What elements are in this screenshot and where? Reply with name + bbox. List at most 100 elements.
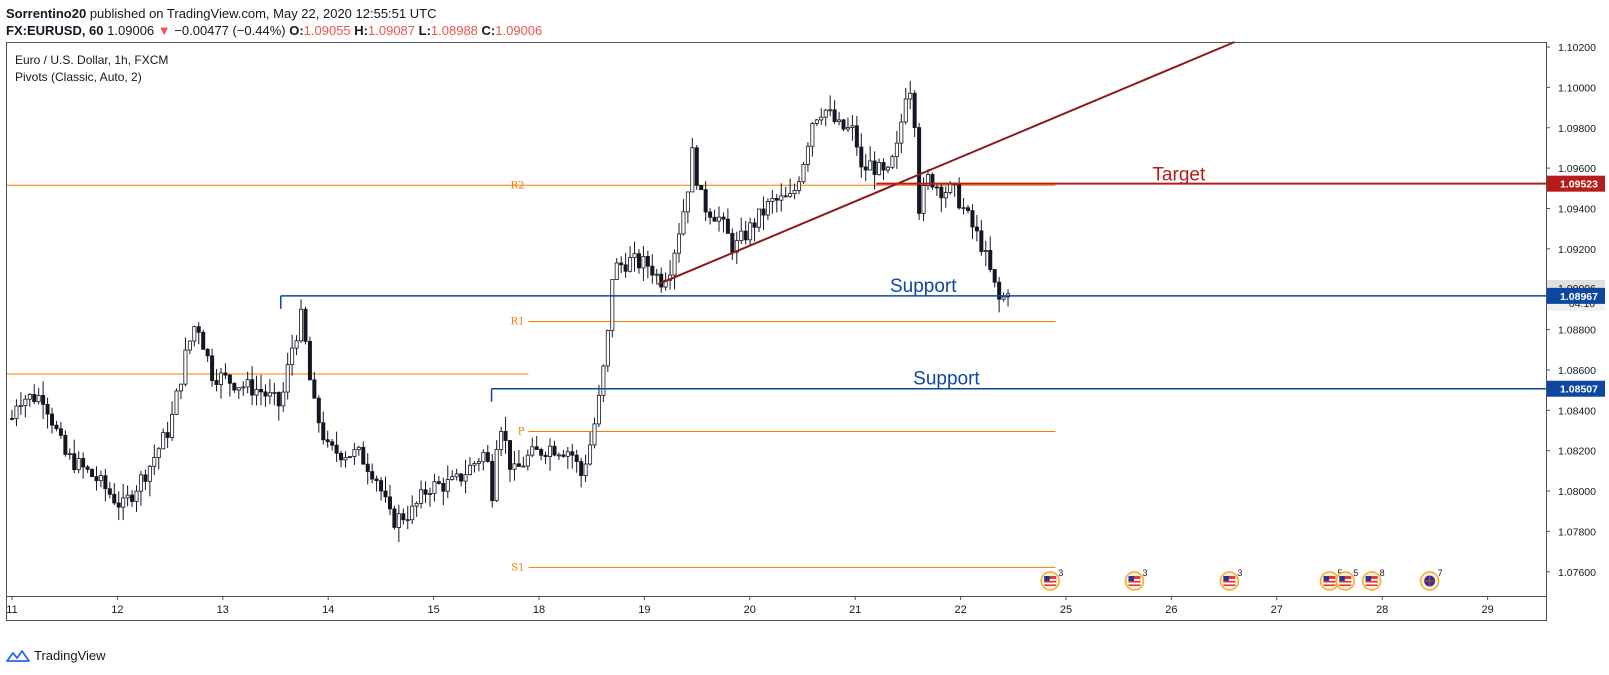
flag-stripe bbox=[1323, 582, 1336, 585]
drawings[interactable]: Support Support Target bbox=[280, 41, 1546, 402]
candle-body bbox=[574, 454, 579, 462]
y-tick-label: 1.10200 bbox=[1558, 42, 1596, 54]
x-tick-label: 15 bbox=[427, 604, 439, 616]
candle-body bbox=[672, 252, 677, 276]
candle-body bbox=[476, 461, 481, 464]
indicator-title[interactable]: Pivots (Classic, Auto, 2) bbox=[15, 70, 142, 84]
candle-body bbox=[921, 185, 926, 214]
chart-frame bbox=[6, 42, 1547, 621]
y-tick-label: 1.08800 bbox=[1558, 325, 1596, 337]
candle-body bbox=[832, 109, 837, 123]
candle-body bbox=[983, 250, 988, 252]
candle-body bbox=[512, 463, 517, 470]
candle-body bbox=[472, 463, 477, 466]
event-count: 5 bbox=[1353, 568, 1358, 578]
y-tick-label: 1.07600 bbox=[1558, 567, 1596, 579]
candle-body bbox=[383, 490, 388, 498]
y-tick-label: 1.09400 bbox=[1558, 203, 1596, 215]
x-tick-label: 21 bbox=[849, 604, 861, 616]
candle-body bbox=[903, 98, 908, 123]
us-flag-icon[interactable]: 5 bbox=[1319, 568, 1343, 591]
time-axis[interactable]: 11 12 13 14 15 18 19 20 21 22 25 26 27 28 29 bbox=[6, 596, 1494, 616]
us-flag-icon[interactable]: 8 bbox=[1361, 568, 1385, 591]
candle-body bbox=[45, 404, 50, 415]
series-title[interactable]: Euro / U.S. Dollar, 1h, FXCM bbox=[15, 53, 169, 67]
economic-events[interactable]: 3 3 3 55 8 7 bbox=[1040, 568, 1443, 591]
candle-body bbox=[321, 422, 326, 441]
candle-body bbox=[41, 395, 46, 405]
event-count: 8 bbox=[1380, 568, 1385, 578]
candle-body bbox=[503, 431, 508, 441]
candle-body bbox=[752, 222, 757, 228]
x-tick-label: 11 bbox=[6, 604, 17, 616]
candle-body bbox=[276, 392, 281, 407]
last-price: 1.09006 bbox=[107, 23, 155, 38]
event-count: 3 bbox=[1058, 568, 1063, 578]
candle-body bbox=[788, 193, 793, 197]
candle-body bbox=[107, 488, 112, 495]
y-tick-label: 1.08400 bbox=[1558, 405, 1596, 417]
candle-body bbox=[121, 497, 126, 508]
tradingview-logo-icon[interactable] bbox=[6, 649, 30, 663]
target-label[interactable]: Target bbox=[1152, 165, 1206, 186]
candle-body bbox=[690, 147, 695, 193]
candle-body bbox=[459, 473, 464, 482]
candle-body bbox=[721, 216, 726, 220]
us-flag-icon[interactable]: 3 bbox=[1040, 568, 1063, 591]
us-flag-icon[interactable]: 3 bbox=[1124, 568, 1148, 591]
candle-body bbox=[236, 387, 241, 391]
support-price-tag-box bbox=[1547, 287, 1605, 304]
flag-stripe bbox=[1323, 579, 1336, 581]
target-price-tag-box bbox=[1547, 175, 1605, 192]
candle-body bbox=[948, 183, 953, 193]
y-tick-label: 1.10000 bbox=[1558, 82, 1596, 94]
author-name[interactable]: Sorrentino20 bbox=[6, 6, 87, 21]
x-tick-label: 12 bbox=[111, 604, 123, 616]
candle-body bbox=[908, 92, 913, 100]
candle-body bbox=[325, 439, 330, 443]
close-label: C: bbox=[481, 23, 496, 38]
candle-body bbox=[530, 446, 535, 456]
candle-body bbox=[76, 458, 81, 471]
x-tick-label: 25 bbox=[1060, 604, 1072, 616]
candle-body bbox=[263, 391, 268, 397]
us-flag-icon[interactable]: 5 bbox=[1335, 568, 1358, 591]
candle-body bbox=[885, 166, 890, 171]
trendline[interactable] bbox=[657, 41, 1236, 286]
candle-body bbox=[312, 379, 317, 399]
candle-body bbox=[116, 502, 121, 508]
candle-body bbox=[988, 250, 993, 270]
high-label: H: bbox=[354, 23, 369, 38]
candle-body bbox=[192, 326, 197, 342]
price-axis[interactable]: 1.10200 1.10000 1.09800 1.09600 1.09400 1.092… bbox=[1546, 42, 1605, 579]
flag-canton bbox=[1365, 576, 1372, 581]
x-tick-label: 14 bbox=[322, 604, 334, 616]
us-flag-icon[interactable]: 3 bbox=[1219, 568, 1242, 591]
brand-name[interactable]: TradingView bbox=[34, 648, 106, 663]
flag-canton bbox=[1128, 576, 1135, 581]
candle-body bbox=[681, 211, 686, 235]
candle-body bbox=[9, 417, 14, 420]
candle-body bbox=[650, 265, 655, 276]
x-tick-label: 22 bbox=[954, 604, 966, 616]
candle-body bbox=[339, 452, 344, 461]
candle-body bbox=[138, 474, 143, 492]
candle-body bbox=[334, 444, 339, 454]
symbol-label: FX:EURUSD, 60 bbox=[6, 23, 104, 38]
candle-body bbox=[805, 145, 810, 165]
candle-body bbox=[365, 463, 370, 472]
globe-icon[interactable]: 7 bbox=[1419, 568, 1443, 591]
support-label[interactable]: Support bbox=[890, 276, 957, 297]
open-label: O: bbox=[289, 23, 304, 38]
candle-body bbox=[614, 262, 619, 280]
candle-body bbox=[374, 478, 379, 482]
candle-body bbox=[303, 308, 308, 342]
flag-canton bbox=[1323, 576, 1329, 581]
candle-body bbox=[396, 513, 401, 528]
candle-body bbox=[894, 142, 899, 158]
support-label[interactable]: Support bbox=[913, 369, 980, 390]
candle-body bbox=[610, 279, 615, 331]
y-tick-label: 1.09600 bbox=[1558, 163, 1596, 175]
candle-body bbox=[143, 474, 148, 482]
